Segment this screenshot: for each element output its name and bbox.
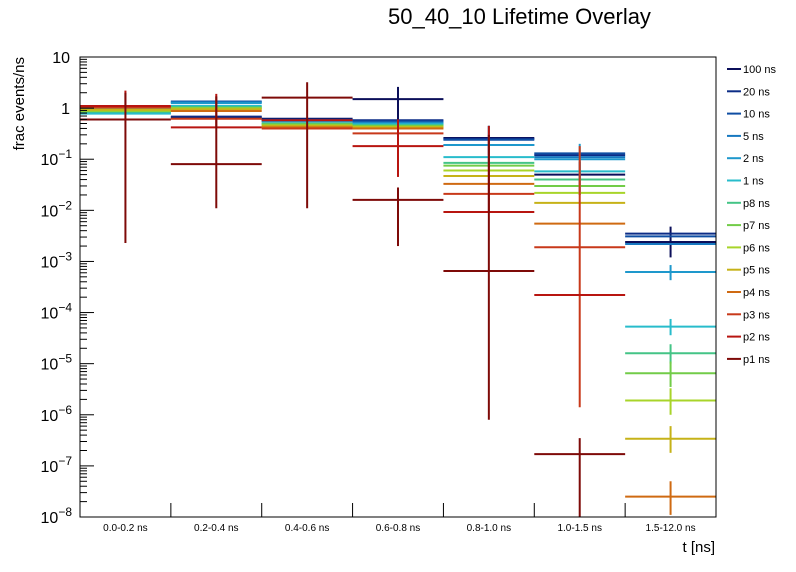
x-tick-label: 0.2-0.4 ns <box>194 523 238 534</box>
y-tick-label: 10−5 <box>41 352 73 374</box>
y-tick-label: 10−3 <box>41 249 73 271</box>
legend-label: p5 ns <box>743 265 770 277</box>
legend-item: 20 ns <box>727 86 770 98</box>
x-tick-label: 0.0-0.2 ns <box>103 523 147 534</box>
x-axis-label: t [ns] <box>682 539 715 556</box>
legend-item: 10 ns <box>727 109 770 121</box>
x-axis: 0.0-0.2 ns 0.2-0.4 ns 0.4-0.6 ns 0.6-0.8 ns… <box>79 503 717 534</box>
x-tick-label: 0.8-1.0 ns <box>467 523 511 534</box>
legend-label: 100 ns <box>743 64 777 76</box>
legend-item: p4 ns <box>727 287 770 299</box>
legend-item: p3 ns <box>727 309 770 321</box>
legend-item: p8 ns <box>727 198 770 210</box>
y-tick-label: 10−1 <box>41 147 73 169</box>
x-tick-label: 1.0-1.5 ns <box>557 523 601 534</box>
y-tick-label: 10−4 <box>41 301 73 323</box>
legend-label: p3 ns <box>743 309 770 321</box>
series-p5-ns <box>80 108 716 453</box>
legend-item: 5 ns <box>727 131 764 143</box>
chart-title: 50_40_10 Lifetime Overlay <box>388 4 651 29</box>
plot-frame <box>79 56 717 518</box>
y-axis: 10 1 10−1 10−2 10−3 10−4 10−5 10−6 10−7 10−8 <box>41 50 94 527</box>
legend-item: p1 ns <box>727 354 770 366</box>
series-layer <box>80 82 716 517</box>
y-tick-label: 10−7 <box>41 454 73 476</box>
legend-label: p1 ns <box>743 354 770 366</box>
legend-label: 1 ns <box>743 176 764 188</box>
series-p1-ns <box>80 82 626 517</box>
y-axis-label: frac events/ns <box>11 57 28 150</box>
legend-item: p2 ns <box>727 332 770 344</box>
legend-item: 100 ns <box>727 64 777 76</box>
legend-item: p5 ns <box>727 265 770 277</box>
x-tick-label: 0.6-0.8 ns <box>376 523 420 534</box>
x-tick-label: 0.4-0.6 ns <box>285 523 329 534</box>
legend: 100 ns 20 ns 10 ns 5 ns 2 ns 1 ns p8 ns p7 ns p6… <box>727 64 777 366</box>
legend-label: 10 ns <box>743 109 770 121</box>
legend-label: p7 ns <box>743 220 770 232</box>
y-tick-label: 10−2 <box>41 198 73 220</box>
legend-label: p4 ns <box>743 287 770 299</box>
x-tick-label: 1.5-12.0 ns <box>646 523 696 534</box>
y-tick-label: 1 <box>61 101 70 118</box>
legend-item: p6 ns <box>727 242 770 254</box>
legend-label: p2 ns <box>743 332 770 344</box>
legend-label: 20 ns <box>743 86 770 98</box>
legend-label: p8 ns <box>743 198 770 210</box>
legend-label: 2 ns <box>743 153 764 165</box>
y-tick-label: 10−8 <box>41 505 73 527</box>
legend-item: 1 ns <box>727 176 764 188</box>
series-p3-ns <box>80 106 626 408</box>
y-tick-label: 10−6 <box>41 403 73 425</box>
legend-label: 5 ns <box>743 131 764 143</box>
legend-item: 2 ns <box>727 153 764 165</box>
legend-item: p7 ns <box>727 220 770 232</box>
legend-label: p6 ns <box>743 242 770 254</box>
y-tick-label: 10 <box>52 50 70 67</box>
